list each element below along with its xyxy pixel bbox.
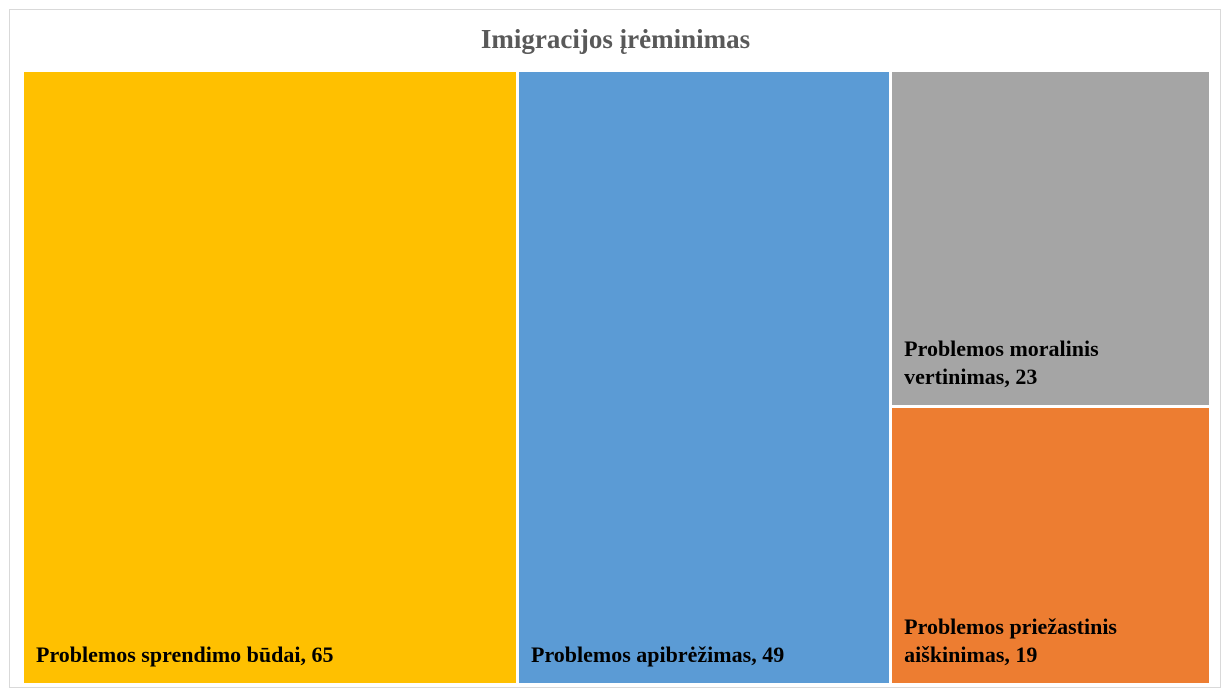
tile-value: 23 bbox=[1015, 364, 1038, 390]
tile-name: Problemos priežastinis aiškinimas bbox=[904, 613, 1117, 667]
tile-value: 19 bbox=[1015, 641, 1038, 667]
treemap-tile: Problemos priežastinis aiškinimas, 19 bbox=[892, 408, 1209, 683]
label-separator: , bbox=[751, 642, 763, 667]
treemap-tile: Problemos apibrėžimas, 49 bbox=[519, 72, 890, 683]
chart-title: Imigracijos įrėminimas bbox=[480, 24, 751, 54]
tile-value: 49 bbox=[762, 642, 785, 667]
label-separator: , bbox=[300, 642, 312, 667]
treemap-tile: Problemos moralinis vertinimas, 23 bbox=[892, 72, 1209, 406]
tile-label: Problemos priežastinis aiškinimas, 19 bbox=[892, 613, 1209, 683]
tile-label: Problemos sprendimo būdai, 65 bbox=[24, 641, 345, 683]
tile-label: Problemos moralinis vertinimas, 23 bbox=[892, 335, 1209, 405]
tile-name: Problemos moralinis vertinimas bbox=[904, 336, 1099, 390]
label-separator: , bbox=[1004, 364, 1016, 390]
tile-name: Problemos apibrėžimas bbox=[531, 642, 752, 667]
label-separator: , bbox=[1004, 641, 1016, 667]
chart-frame bbox=[9, 9, 1221, 688]
treemap-tile: Problemos sprendimo būdai, 65 bbox=[24, 72, 516, 683]
tile-value: 65 bbox=[311, 642, 334, 667]
tile-name: Problemos sprendimo būdai bbox=[36, 642, 301, 667]
tile-label: Problemos apibrėžimas, 49 bbox=[519, 641, 796, 683]
